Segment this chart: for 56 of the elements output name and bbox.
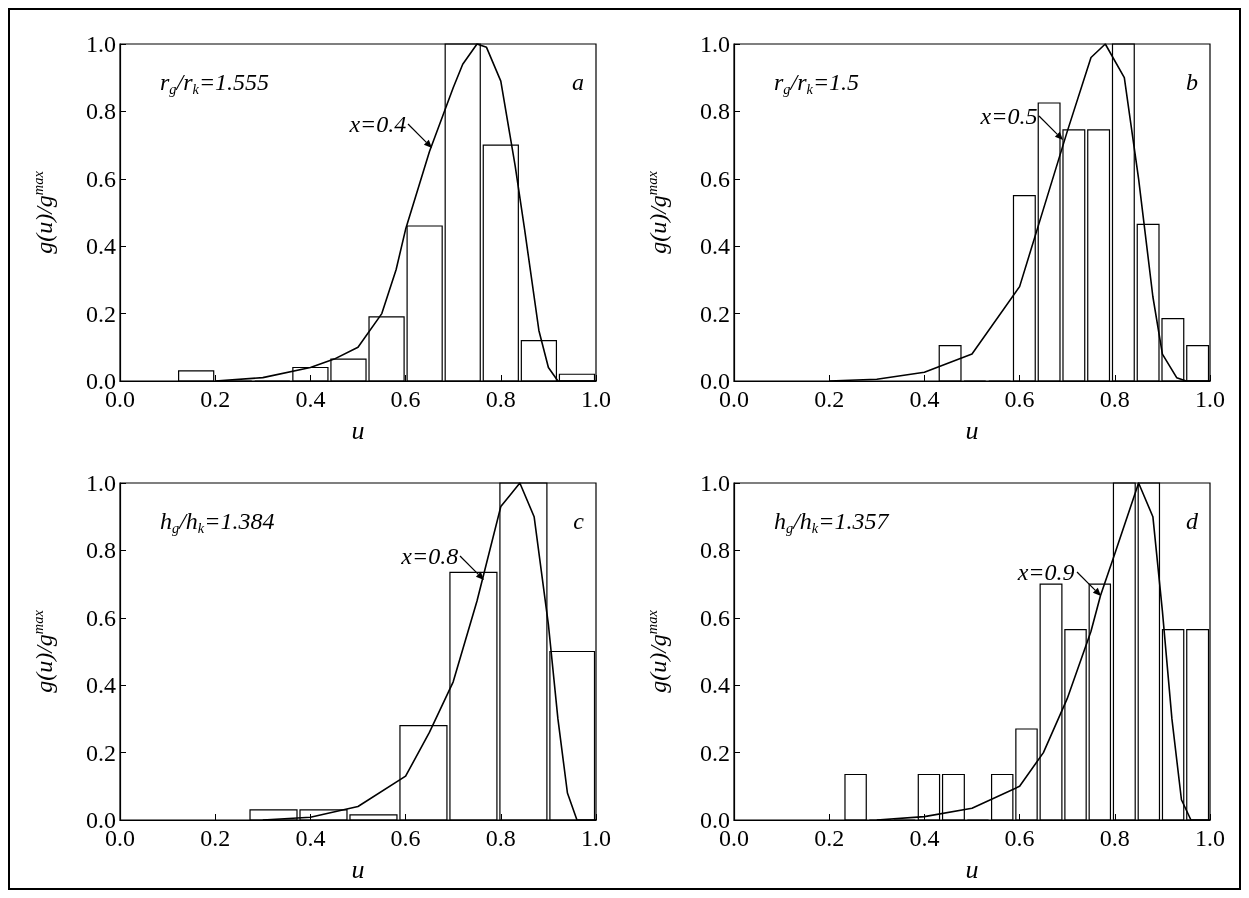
annotation: x=0.5 xyxy=(979,103,1038,130)
x-tick-label: 1.0 xyxy=(581,386,611,412)
x-tick-label: 0.8 xyxy=(1099,825,1130,851)
x-axis-title: u xyxy=(965,415,979,445)
y-tick-label: 0.6 xyxy=(700,604,730,631)
y-tick-label: 0.8 xyxy=(86,98,116,125)
y-tick-label: 0.6 xyxy=(86,165,116,192)
y-tick-label: 1.0 xyxy=(700,31,730,57)
x-tick-label: 0.2 xyxy=(814,825,845,851)
x-tick-label: 0.6 xyxy=(390,825,421,851)
annotation: a xyxy=(572,69,584,95)
x-tick-label: 0.8 xyxy=(1099,386,1130,412)
y-tick-label: 0.4 xyxy=(700,233,730,260)
y-tick-label: 0.2 xyxy=(86,739,116,766)
y-axis-title: g(u)/gmax xyxy=(643,609,672,693)
y-tick-label: 0.6 xyxy=(700,165,730,192)
y-tick-label: 0.8 xyxy=(86,537,116,564)
x-axis-title: u xyxy=(351,854,365,884)
x-tick-label: 0.4 xyxy=(295,386,326,412)
x-tick-label: 0.4 xyxy=(295,825,326,851)
x-tick-label: 0.6 xyxy=(1004,825,1035,851)
y-axis-title: g(u)/gmax xyxy=(643,170,672,254)
y-tick-label: 0.4 xyxy=(86,672,116,699)
y-tick-label: 0.4 xyxy=(700,672,730,699)
y-tick-label: 0.2 xyxy=(86,300,116,327)
y-axis-title: g(u)/gmax xyxy=(29,170,58,254)
annotation: b xyxy=(1186,69,1198,95)
x-tick-label: 1.0 xyxy=(1195,386,1225,412)
y-tick-label: 1.0 xyxy=(86,470,116,496)
x-tick-label: 0.2 xyxy=(200,825,231,851)
annotation: x=0.9 xyxy=(1016,558,1075,585)
x-axis-title: u xyxy=(351,415,365,445)
y-tick-label: 0.8 xyxy=(700,537,730,564)
y-tick-label: 1.0 xyxy=(86,31,116,57)
x-tick-label: 0.8 xyxy=(485,825,516,851)
annotation: x=0.4 xyxy=(348,111,407,138)
annotation: x=0.8 xyxy=(400,542,459,569)
y-tick-label: 0.8 xyxy=(700,98,730,125)
y-tick-label: 0.2 xyxy=(700,739,730,766)
x-tick-label: 0.4 xyxy=(909,825,940,851)
x-tick-label: 0.8 xyxy=(485,386,516,412)
x-tick-label: 1.0 xyxy=(581,825,611,851)
annotation: c xyxy=(573,508,585,534)
y-axis-title: g(u)/gmax xyxy=(29,609,58,693)
y-tick-label: 1.0 xyxy=(700,470,730,496)
annotation: d xyxy=(1186,508,1199,534)
y-tick-label: 0.4 xyxy=(86,233,116,260)
x-tick-label: 0.6 xyxy=(390,386,421,412)
x-tick-label: 0.4 xyxy=(909,386,940,412)
x-tick-label: 0.6 xyxy=(1004,386,1035,412)
x-axis-title: u xyxy=(965,854,979,884)
x-tick-label: 0.2 xyxy=(200,386,231,412)
y-tick-label: 0.6 xyxy=(86,604,116,631)
y-tick-label: 0.2 xyxy=(700,300,730,327)
x-tick-label: 0.2 xyxy=(814,386,845,412)
x-tick-label: 1.0 xyxy=(1195,825,1225,851)
